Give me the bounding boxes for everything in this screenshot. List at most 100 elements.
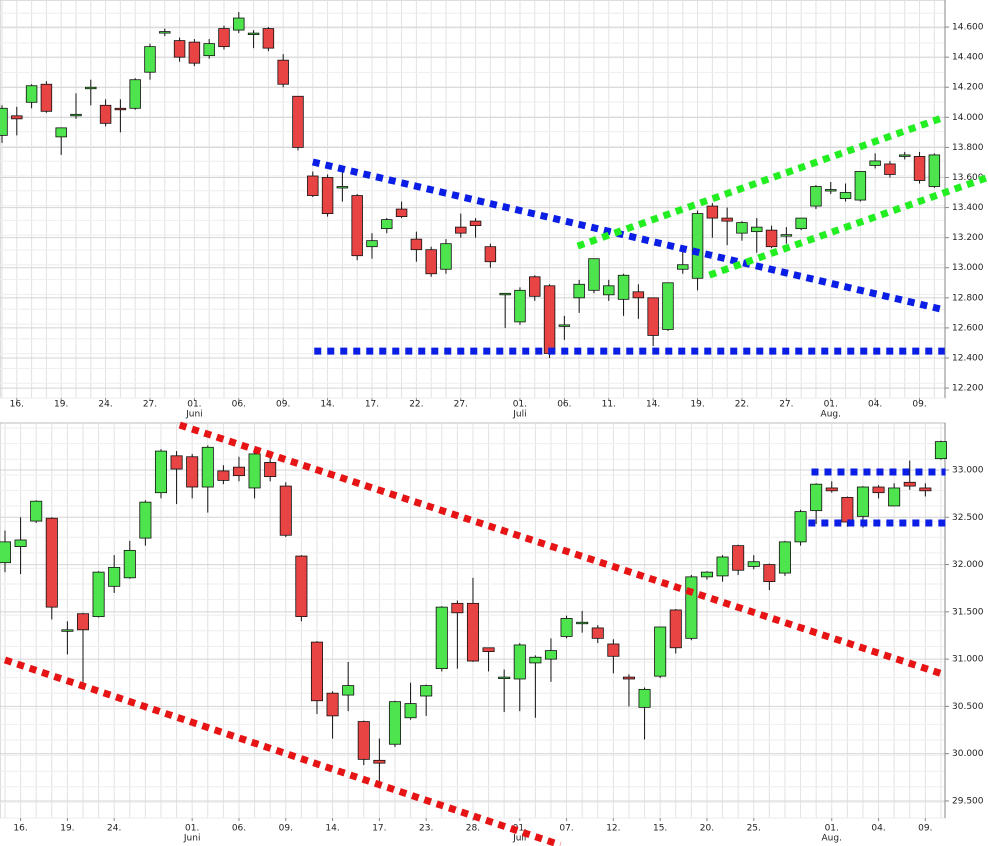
candle-body — [888, 487, 901, 507]
y-tick-label: 31.000 — [952, 655, 984, 665]
x-tick-label: 09. — [912, 400, 926, 410]
candle-body — [514, 289, 526, 323]
candle-body — [262, 28, 275, 49]
candle-body — [765, 229, 778, 248]
candle-body — [763, 564, 776, 582]
x-tick-label: 06. — [232, 400, 246, 410]
candle-body — [351, 195, 363, 257]
candle-body — [381, 219, 393, 230]
candle-body — [61, 629, 74, 632]
candle-body — [543, 285, 556, 354]
candle-body — [810, 186, 822, 207]
candle-body — [603, 285, 615, 296]
candle-body — [558, 324, 571, 327]
y-tick-label: 13.400 — [952, 203, 984, 213]
y-tick-label: 14.000 — [952, 113, 984, 123]
candle-body — [841, 497, 854, 523]
candle-body — [186, 456, 199, 488]
candle-body — [277, 59, 289, 85]
x-tick-label: 19. — [60, 824, 74, 834]
candle-body — [560, 618, 573, 637]
x-tick-label: 25. — [747, 824, 761, 834]
x-tick-label: 27. — [143, 400, 157, 410]
month-label: Juli — [512, 410, 526, 420]
candle-body — [123, 549, 136, 579]
trendline — [178, 421, 947, 679]
candle-body — [188, 41, 201, 64]
candle-body — [919, 487, 932, 492]
candle-body — [869, 160, 881, 166]
month-label: Aug. — [821, 410, 841, 420]
candle-body — [0, 541, 12, 564]
candle-body — [899, 154, 911, 157]
candle-body — [662, 282, 674, 330]
candle-body — [677, 264, 689, 270]
candle-body — [388, 701, 401, 745]
candle-body — [499, 292, 511, 296]
month-label: Juni — [185, 410, 203, 420]
candle-body — [144, 46, 156, 73]
candle-body — [482, 647, 495, 652]
candle-body — [410, 238, 423, 251]
candle-body — [884, 163, 896, 175]
candle-body — [14, 539, 27, 547]
candle-body — [326, 692, 339, 717]
candle-body — [700, 571, 713, 578]
candle-body — [513, 644, 526, 680]
x-tick-label: 11. — [602, 400, 616, 410]
candle-body — [218, 28, 230, 48]
y-tick-label: 13.000 — [952, 263, 984, 273]
candle-body — [307, 175, 319, 196]
y-tick-label: 12.600 — [952, 323, 984, 333]
candle-body — [173, 40, 186, 58]
x-tick-label: 06. — [557, 400, 571, 410]
y-tick-label: 13.800 — [952, 143, 984, 153]
y-tick-label: 12.800 — [952, 293, 984, 303]
candle-body — [732, 545, 745, 571]
trendline — [3, 656, 562, 846]
candle-body — [622, 676, 635, 680]
x-tick-label: 17. — [372, 824, 386, 834]
candle-body — [321, 177, 334, 214]
candle-body — [706, 205, 719, 219]
candle-body — [669, 609, 682, 649]
candle-body — [872, 486, 885, 494]
month-label: Juli — [512, 834, 526, 844]
candle-body — [469, 220, 482, 227]
x-tick-label: 09. — [918, 824, 932, 834]
candle-body — [201, 446, 214, 488]
candle-body — [342, 685, 355, 696]
x-tick-label: 27. — [454, 400, 468, 410]
x-tick-label: 01. — [825, 824, 839, 834]
candle-body — [638, 688, 651, 708]
candle-body — [159, 31, 171, 34]
candle-body — [40, 83, 53, 112]
x-tick-label: 19. — [54, 400, 68, 410]
candle-body — [747, 561, 760, 567]
x-tick-label: 24. — [98, 400, 112, 410]
x-tick-label: 22. — [735, 400, 749, 410]
x-tick-label: 16. — [13, 824, 27, 834]
x-tick-label: 22. — [409, 400, 423, 410]
x-tick-label: 14. — [320, 400, 334, 410]
candle-body — [99, 104, 112, 124]
x-tick-label: 09. — [279, 824, 293, 834]
x-tick-label: 14. — [646, 400, 660, 410]
y-tick-label: 32.000 — [952, 560, 984, 570]
candle-body — [778, 541, 791, 574]
y-tick-label: 30.000 — [952, 749, 984, 759]
y-tick-label: 12.200 — [952, 384, 984, 394]
candle-body — [576, 621, 589, 625]
candle-body — [810, 483, 823, 512]
month-label: Juni — [183, 834, 201, 844]
candle-body — [108, 567, 121, 587]
x-tick-label: 23. — [419, 824, 433, 834]
candle-body — [92, 571, 105, 617]
candle-body — [794, 511, 807, 543]
candle-body — [632, 291, 645, 299]
candle-body — [795, 217, 807, 230]
candle-body — [76, 613, 90, 631]
candle-body — [425, 249, 437, 275]
candle-body — [295, 555, 308, 617]
